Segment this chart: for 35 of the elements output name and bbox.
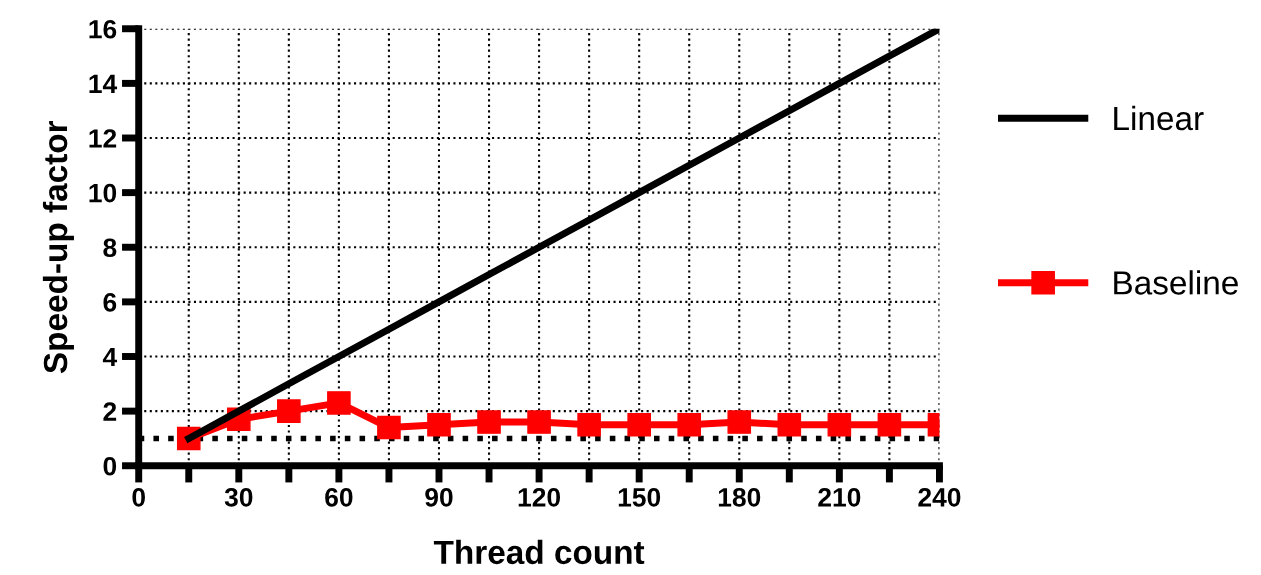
point (627, 412, 651, 437)
x-tick-label: 90 (425, 487, 453, 507)
x-tick-label: 150 (618, 487, 661, 507)
x-tick-label: 30 (224, 487, 253, 507)
x-tick-label: 120 (518, 487, 561, 507)
y-tick-label: 10 (89, 183, 117, 203)
point (827, 412, 852, 437)
point (677, 412, 702, 437)
y-tick-label: 6 (103, 293, 117, 312)
x-axis-title: Thread count (433, 539, 645, 565)
point (727, 410, 752, 434)
legend-label: Baseline (1114, 270, 1238, 295)
y-tick-label: 14 (89, 74, 118, 93)
y-tick-label: 4 (102, 347, 118, 367)
x-tick-label: 240 (918, 487, 961, 507)
y-axis-title: Speed-up factor (42, 120, 74, 374)
y-tick-label: 16 (89, 19, 117, 39)
point (527, 410, 551, 434)
x-tick-label: 60 (325, 487, 353, 507)
x-tick-label: 210 (818, 487, 861, 507)
point (327, 391, 351, 415)
y-tick-label: 8 (103, 238, 117, 258)
x-tick-label: 180 (718, 487, 761, 507)
point (577, 412, 601, 437)
y-tick-label: 2 (103, 402, 117, 421)
point (377, 415, 401, 440)
point (427, 412, 451, 437)
point (877, 412, 902, 437)
point (777, 412, 802, 437)
x-tick-label: 0 (132, 487, 145, 507)
y-tick-label: 12 (89, 129, 117, 148)
legend-label: Linear (1114, 105, 1204, 131)
y-tick-label: 0 (103, 456, 117, 476)
point (277, 399, 301, 423)
point (477, 410, 501, 434)
